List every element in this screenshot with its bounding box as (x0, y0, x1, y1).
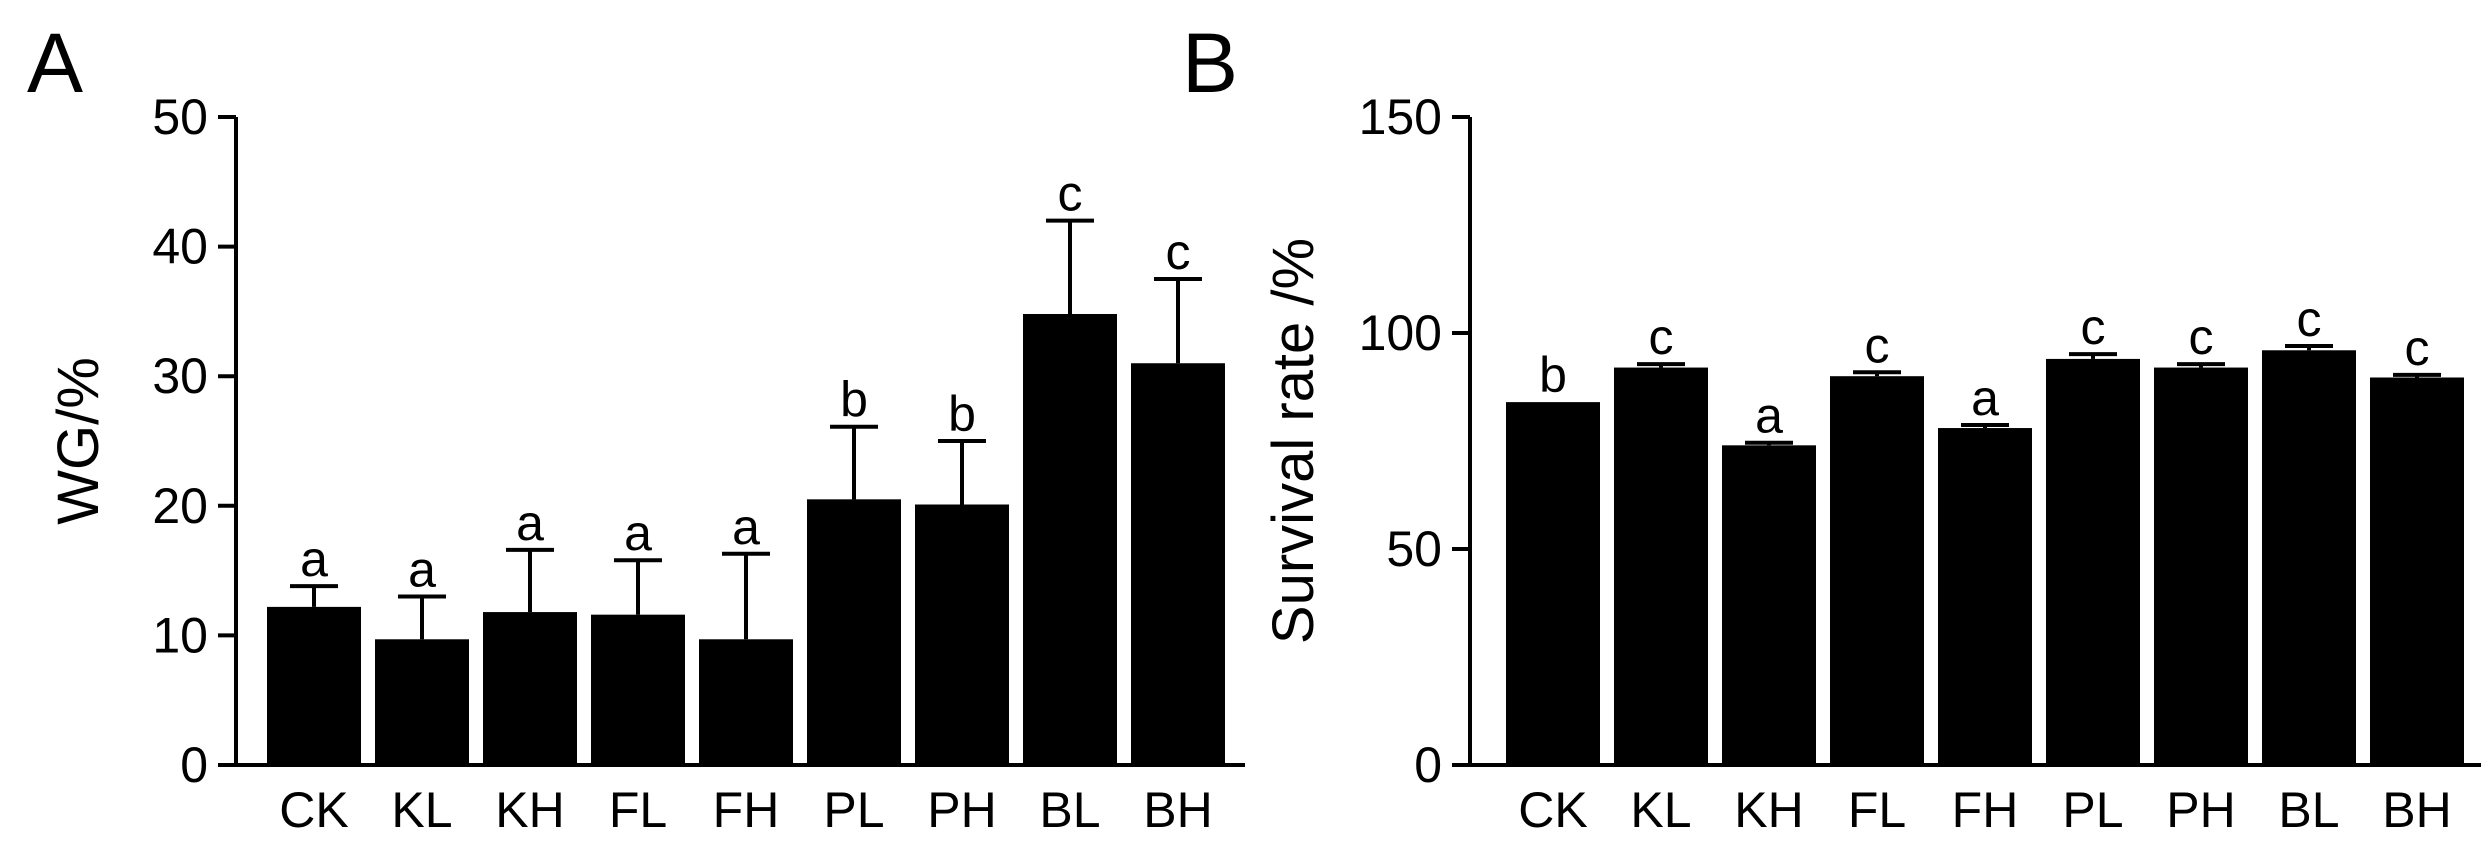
significance-letter: a (732, 499, 760, 555)
bar-ck (1506, 402, 1600, 765)
significance-letter: b (1539, 347, 1567, 403)
y-tick-label: 150 (1359, 89, 1442, 145)
significance-letter: c (1058, 166, 1083, 222)
significance-letter: c (2297, 291, 2322, 347)
y-tick-label: 0 (1414, 737, 1442, 793)
bar-bh (1131, 363, 1225, 765)
y-tick-label: 100 (1359, 305, 1442, 361)
y-tick-label: 10 (152, 607, 208, 663)
significance-letter: c (2081, 299, 2106, 355)
bar-ph (2154, 367, 2248, 765)
x-tick-label: FH (1952, 782, 2019, 838)
bar-bl (1023, 313, 1117, 765)
y-tick-label: 20 (152, 478, 208, 534)
bar-fl (1830, 376, 1924, 765)
panel-label: A (27, 16, 83, 110)
x-tick-label: CK (279, 782, 348, 838)
bar-ck (267, 606, 361, 765)
y-tick-label: 40 (152, 219, 208, 275)
x-tick-label: FL (609, 782, 667, 838)
significance-letter: a (300, 531, 328, 587)
bar-fh (699, 639, 793, 765)
significance-letter: a (1971, 370, 1999, 426)
significance-letter: c (2405, 320, 2430, 376)
bar-bh (2370, 377, 2464, 765)
significance-letter: b (840, 372, 868, 428)
significance-letter: c (1166, 224, 1191, 280)
bar-pl (807, 499, 901, 765)
x-tick-label: BH (1143, 782, 1212, 838)
significance-letter: a (624, 505, 652, 561)
bar-bl (2262, 350, 2356, 765)
bar-kh (483, 612, 577, 765)
x-tick-label: KH (495, 782, 564, 838)
significance-letter: a (408, 542, 436, 598)
bar-kl (375, 639, 469, 765)
y-tick-label: 30 (152, 348, 208, 404)
significance-letter: c (1649, 309, 1674, 365)
x-tick-label: BL (1039, 782, 1100, 838)
y-tick-label: 50 (152, 89, 208, 145)
significance-letter: c (2189, 309, 2214, 365)
x-tick-label: FL (1848, 782, 1906, 838)
x-tick-label: PH (927, 782, 996, 838)
x-tick-label: FH (713, 782, 780, 838)
x-tick-label: CK (1518, 782, 1587, 838)
panel-a-chart: A 0 10 20 30 40 50 WG/% a CK a KL a KH a FL a FH b PL b PH c BL… (27, 16, 1245, 838)
panel-label: B (1182, 16, 1238, 110)
bar-ph (915, 504, 1009, 765)
significance-letter: a (1755, 388, 1783, 444)
y-axis-title: Survival rate /% (1261, 238, 1326, 644)
significance-letter: a (516, 495, 544, 551)
bar-kh (1722, 445, 1816, 765)
y-tick-label: 0 (180, 737, 208, 793)
bar-fh (1938, 428, 2032, 765)
significance-letter: b (948, 386, 976, 442)
x-tick-label: BL (2278, 782, 2339, 838)
y-axis-title: WG/% (46, 357, 111, 525)
x-tick-label: KH (1734, 782, 1803, 838)
x-tick-label: PH (2166, 782, 2235, 838)
panel-b-chart: B 0 50 100 150 Survival rate /% b CK c KL a KH c FL a F… (1182, 16, 2481, 838)
x-tick-label: PL (823, 782, 884, 838)
x-tick-label: KL (391, 782, 452, 838)
bar-kl (1614, 367, 1708, 765)
x-tick-label: KL (1630, 782, 1691, 838)
x-tick-label: BH (2382, 782, 2451, 838)
x-tick-label: PL (2062, 782, 2123, 838)
y-tick-label: 50 (1386, 521, 1442, 577)
significance-letter: c (1865, 317, 1890, 373)
bar-pl (2046, 358, 2140, 765)
bar-fl (591, 614, 685, 765)
